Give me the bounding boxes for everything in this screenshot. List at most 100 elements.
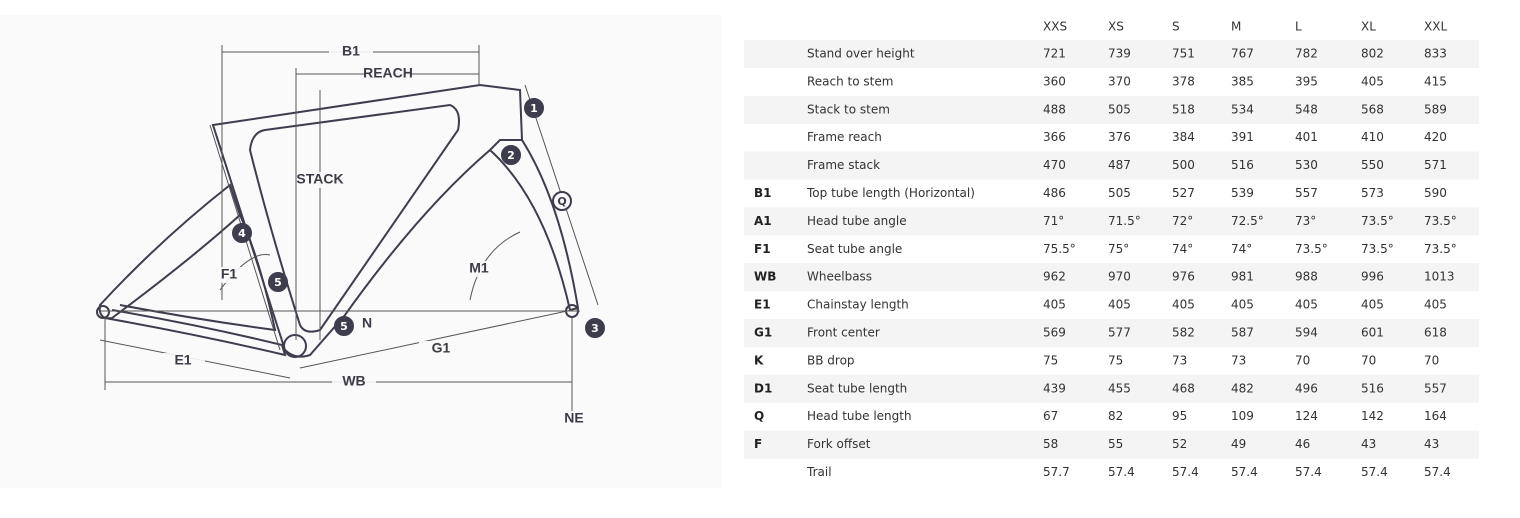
row-name: Wheelbass (807, 270, 872, 284)
cell-value: 594 (1295, 326, 1318, 340)
marker-circle (552, 191, 572, 211)
marker-circle (232, 223, 252, 243)
row-code: G1 (754, 326, 772, 340)
cell-value: 52 (1172, 437, 1187, 451)
row-stripe (744, 430, 1479, 459)
size-header: XXS (1043, 20, 1067, 34)
row-stripe (744, 374, 1479, 403)
cell-value: 73 (1231, 353, 1246, 367)
cell-value: 82 (1108, 409, 1123, 423)
cell-value: 962 (1043, 270, 1066, 284)
row-code: WB (754, 270, 776, 284)
label-backdrop (298, 172, 342, 188)
cell-value: 751 (1172, 47, 1195, 61)
cell-value: 405 (1361, 74, 1384, 88)
cell-value: 833 (1424, 47, 1447, 61)
row-code: F1 (754, 242, 771, 256)
cell-value: 618 (1424, 326, 1447, 340)
cell-value: 500 (1172, 158, 1195, 172)
geometry-table: XXS XS S M L XL XXL Stand over height 721 739 751 7… (744, 20, 1479, 479)
cell-value: 590 (1424, 186, 1447, 200)
cell-value: 568 (1361, 102, 1384, 116)
row-name: BB drop (807, 353, 855, 367)
row-stripe (744, 319, 1479, 347)
fork (489, 139, 580, 312)
cell-value: 486 (1043, 186, 1066, 200)
cell-value: 67 (1043, 409, 1058, 423)
cell-value: 95 (1172, 409, 1187, 423)
row-code: E1 (754, 298, 771, 312)
diagram-label: REACH (363, 65, 413, 81)
cell-value: 970 (1108, 270, 1131, 284)
cell-value: 573 (1361, 186, 1384, 200)
cell-value: 405 (1231, 298, 1254, 312)
marker-circle (585, 318, 605, 338)
cell-value: 470 (1043, 158, 1066, 172)
cell-value: 782 (1295, 47, 1318, 61)
cell-value: 802 (1361, 47, 1384, 61)
size-header: XS (1108, 20, 1124, 34)
cell-value: 405 (1108, 298, 1131, 312)
row-name: Fork offset (807, 437, 871, 451)
cell-value: 370 (1108, 74, 1131, 88)
cell-value: 71.5° (1108, 214, 1141, 228)
rear-dropout (96, 305, 110, 319)
cell-value: 43 (1361, 437, 1376, 451)
cell-value: 57.4 (1231, 465, 1258, 479)
cell-value: 569 (1043, 326, 1066, 340)
marker-label: Q (557, 195, 566, 208)
cell-value: 1013 (1424, 270, 1455, 284)
diagram-label: NE (564, 410, 583, 426)
cell-value: 487 (1108, 158, 1131, 172)
row-code: A1 (754, 214, 772, 228)
cell-value: 109 (1231, 409, 1254, 423)
row-name: Stack to stem (807, 102, 890, 116)
marker-circle (524, 98, 544, 118)
label-backdrop (366, 66, 410, 82)
cell-value: 74° (1231, 242, 1252, 256)
cell-value: 505 (1108, 102, 1131, 116)
cell-value: 557 (1424, 381, 1447, 395)
row-name: Stand over height (807, 47, 915, 61)
row-stripe (744, 207, 1479, 236)
marker-circle (334, 316, 354, 336)
cell-value: 142 (1361, 409, 1384, 423)
cell-value: 482 (1231, 381, 1254, 395)
row-name: Head tube angle (807, 214, 907, 228)
cell-value: 516 (1231, 158, 1254, 172)
cell-value: 73.5° (1295, 242, 1328, 256)
row-name: Reach to stem (807, 74, 893, 88)
label-backdrop (345, 316, 389, 332)
cell-value: 73.5° (1361, 242, 1394, 256)
row-stripe (744, 151, 1479, 180)
cell-value: 589 (1424, 102, 1447, 116)
cell-value: 75.5° (1043, 242, 1076, 256)
cell-value: 439 (1043, 381, 1066, 395)
cell-value: 405 (1295, 298, 1318, 312)
label-backdrop (332, 374, 376, 390)
cell-value: 405 (1424, 298, 1447, 312)
cell-value: 557 (1295, 186, 1318, 200)
cell-value: 46 (1295, 437, 1310, 451)
size-header: L (1295, 20, 1302, 34)
cell-value: 988 (1295, 270, 1318, 284)
diagram-label: M1 (469, 260, 489, 276)
cell-value: 73.5° (1424, 242, 1457, 256)
rear-triangle (119, 214, 277, 332)
cell-value: 70 (1295, 353, 1310, 367)
cell-value: 577 (1108, 326, 1131, 340)
cell-value: 391 (1231, 130, 1254, 144)
row-code: K (754, 353, 764, 367)
size-header: M (1231, 20, 1241, 34)
cell-value: 57.4 (1361, 465, 1388, 479)
cell-value: 981 (1231, 270, 1254, 284)
cell-value: 73.5° (1361, 214, 1394, 228)
diagram-label: WB (342, 373, 365, 389)
cell-value: 767 (1231, 47, 1254, 61)
cell-value: 601 (1361, 326, 1384, 340)
marker-label: 5 (340, 320, 348, 333)
cell-value: 587 (1231, 326, 1254, 340)
diagram-label: E1 (174, 352, 191, 368)
cell-value: 70 (1424, 353, 1439, 367)
